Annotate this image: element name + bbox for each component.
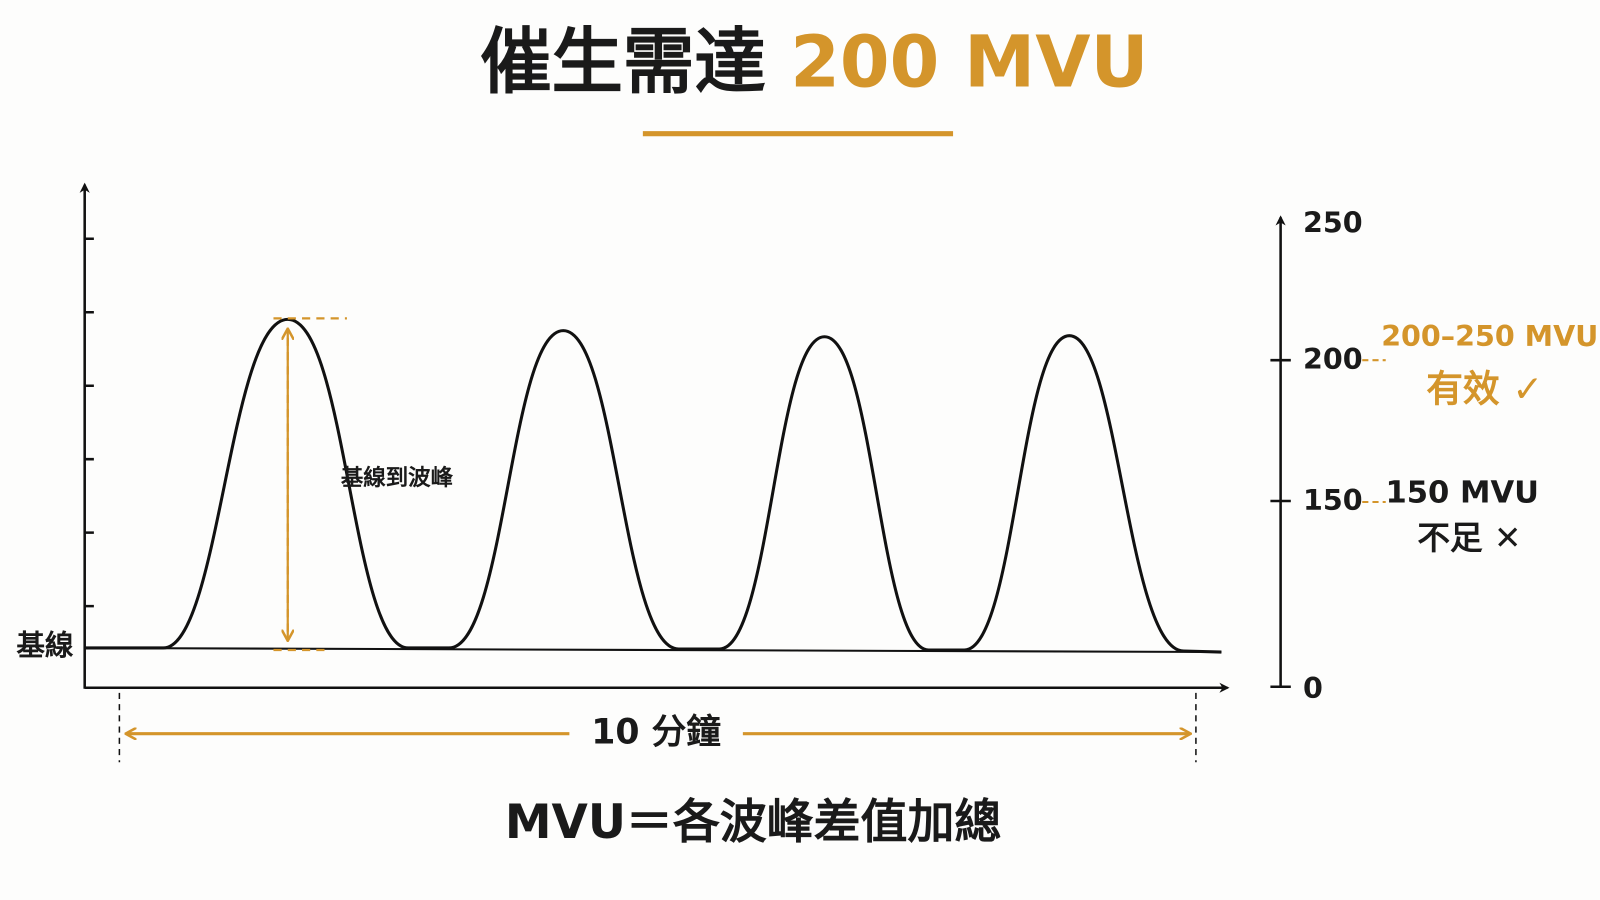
baseline-label: 基線: [16, 628, 74, 662]
scale-tick: 250: [1303, 205, 1363, 239]
baseline: [84, 646, 1222, 654]
title-main: 催生需達: [480, 20, 766, 103]
scale: [1270, 215, 1291, 689]
peak-measure: [273, 317, 347, 652]
formula: MVU＝各波峰差值加總: [505, 795, 1002, 850]
zone-verdict: 有效 ✓: [1426, 367, 1543, 410]
zone-label: 200–250 MVU: [1381, 319, 1598, 353]
scale-tick: 150: [1303, 483, 1363, 517]
scale-tick: 200: [1303, 342, 1363, 376]
duration-label: 10 分鐘: [591, 712, 721, 753]
title: 催生需達 200 MVU: [480, 20, 1148, 103]
scale-tick: 0: [1303, 671, 1323, 705]
zone-verdict: 不足 ✕: [1417, 519, 1521, 557]
zone-label: 150 MVU: [1385, 475, 1539, 510]
title-highlight: 200 MVU: [790, 20, 1148, 103]
axes: [79, 182, 1230, 693]
peak-label: 基線到波峰: [341, 464, 454, 491]
contraction-wave: [84, 317, 1222, 654]
duration-guides: [118, 692, 1197, 763]
axis-ticks: [84, 237, 94, 608]
scale-labels: 250 200 150 0: [1303, 205, 1363, 704]
